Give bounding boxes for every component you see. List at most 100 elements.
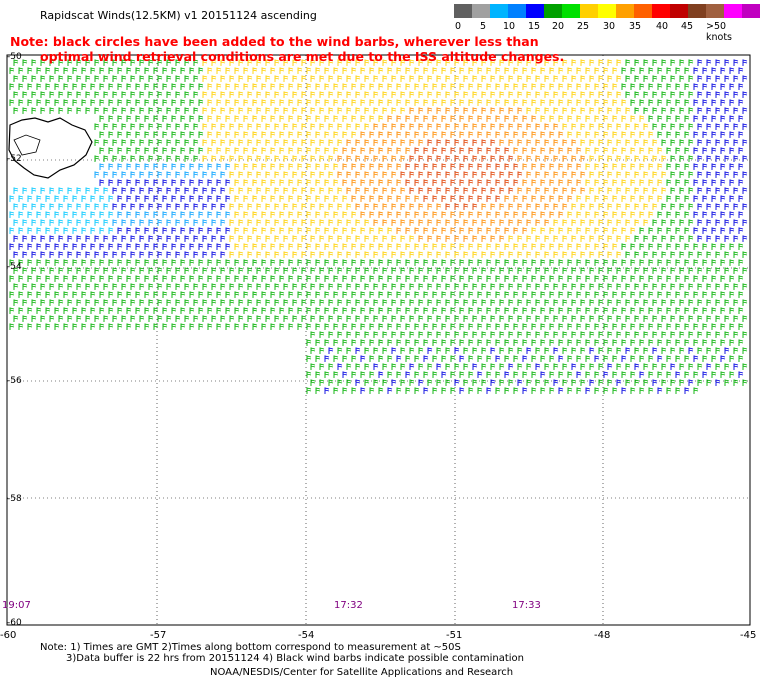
wind-barb xyxy=(184,123,190,130)
wind-barb xyxy=(9,307,15,314)
wind-barb xyxy=(598,315,604,322)
wind-barb xyxy=(337,187,343,194)
wind-barb xyxy=(468,339,474,346)
wind-barb xyxy=(688,171,694,178)
wind-barb xyxy=(274,235,280,242)
wind-barb xyxy=(283,235,289,242)
wind-barb xyxy=(310,235,316,242)
wind-barb xyxy=(342,243,348,250)
wind-barb xyxy=(594,323,600,330)
wind-barb xyxy=(153,195,159,202)
wind-barb xyxy=(666,195,672,202)
wind-barb xyxy=(117,115,123,122)
wind-barb xyxy=(652,219,658,226)
wind-barb xyxy=(40,91,46,98)
wind-barb xyxy=(270,227,276,234)
wind-barb xyxy=(495,355,501,362)
wind-barb xyxy=(387,99,393,106)
wind-barb xyxy=(423,275,429,282)
wind-barb xyxy=(693,355,699,362)
wind-barb xyxy=(675,195,681,202)
wind-barb xyxy=(486,147,492,154)
wind-barb xyxy=(148,123,154,130)
wind-barb xyxy=(288,179,294,186)
wind-barb xyxy=(414,195,420,202)
wind-barb xyxy=(369,323,375,330)
wind-barb xyxy=(553,379,559,386)
wind-barb xyxy=(607,139,613,146)
wind-barb xyxy=(423,147,429,154)
wind-barb xyxy=(517,347,523,354)
wind-barb xyxy=(310,75,316,82)
wind-barb xyxy=(666,291,672,298)
legend-swatch xyxy=(544,4,562,18)
wind-barb xyxy=(454,315,460,322)
wind-barb xyxy=(522,99,528,106)
wind-barb xyxy=(211,251,217,258)
wind-barb xyxy=(369,339,375,346)
wind-barb xyxy=(216,307,222,314)
wind-barb xyxy=(445,107,451,114)
wind-barb xyxy=(351,371,357,378)
wind-barb xyxy=(684,163,690,170)
wind-barb xyxy=(486,243,492,250)
wind-barb xyxy=(468,387,474,394)
wind-barb xyxy=(688,363,694,370)
wind-barb xyxy=(342,227,348,234)
wind-barb xyxy=(229,171,235,178)
wind-barb xyxy=(540,67,546,74)
wind-barb xyxy=(247,283,253,290)
wind-barb xyxy=(405,243,411,250)
wind-barb xyxy=(706,235,712,242)
wind-barb xyxy=(54,195,60,202)
wind-barb xyxy=(418,235,424,242)
wind-barb xyxy=(517,363,523,370)
wind-barb xyxy=(297,307,303,314)
wind-barb xyxy=(135,211,141,218)
wind-barb xyxy=(423,291,429,298)
wind-barb xyxy=(423,259,429,266)
wind-barb xyxy=(616,91,622,98)
wind-barb xyxy=(616,139,622,146)
wind-barb xyxy=(517,235,523,242)
wind-barb xyxy=(319,155,325,162)
wind-barb xyxy=(400,155,406,162)
wind-barb xyxy=(117,275,123,282)
wind-barb xyxy=(427,203,433,210)
wind-barb xyxy=(616,267,622,274)
wind-barb xyxy=(94,251,100,258)
wind-barb xyxy=(409,219,415,226)
wind-barb xyxy=(63,195,69,202)
wind-barb xyxy=(36,99,42,106)
wind-barb xyxy=(603,83,609,90)
wind-barb xyxy=(58,299,64,306)
wind-barb xyxy=(639,131,645,138)
wind-barb xyxy=(58,267,64,274)
wind-barb xyxy=(333,211,339,218)
wind-barb xyxy=(180,259,186,266)
wind-barb xyxy=(553,187,559,194)
wind-barb xyxy=(463,379,469,386)
wind-barb xyxy=(724,171,730,178)
wind-barb xyxy=(702,179,708,186)
wind-barb xyxy=(427,219,433,226)
wind-barb xyxy=(45,291,51,298)
wind-barb xyxy=(598,123,604,130)
wind-barb xyxy=(351,115,357,122)
wind-barb xyxy=(36,83,42,90)
wind-barb xyxy=(171,83,177,90)
wind-barb xyxy=(580,59,586,66)
wind-barb xyxy=(378,291,384,298)
wind-barb xyxy=(202,251,208,258)
wind-barb xyxy=(625,139,631,146)
wind-barb xyxy=(90,99,96,106)
wind-barb xyxy=(333,291,339,298)
wind-barb xyxy=(571,187,577,194)
wind-barb xyxy=(18,227,24,234)
wind-barb xyxy=(418,283,424,290)
wind-barb xyxy=(490,107,496,114)
wind-barb xyxy=(522,371,528,378)
wind-barb xyxy=(243,195,249,202)
wind-barb xyxy=(333,243,339,250)
wind-barb xyxy=(265,91,271,98)
